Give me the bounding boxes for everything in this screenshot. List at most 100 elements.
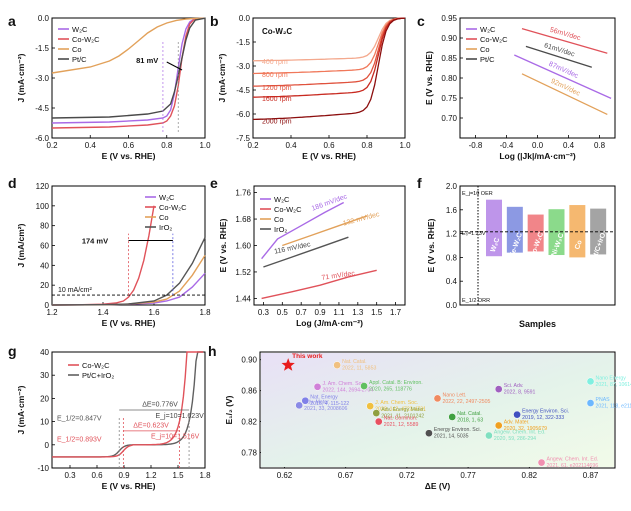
x-tick-label: 0.3: [64, 471, 76, 480]
y-tick-label: 0.85: [441, 54, 457, 63]
x-axis-label: E (V vs. RHE): [102, 481, 156, 491]
g-label: ΔE=0.776V: [142, 402, 178, 409]
range-bar: [590, 208, 607, 255]
rpm-curve: [252, 17, 406, 62]
y-tick-label: 20: [40, 394, 49, 403]
x-tick-label: 1.7: [390, 308, 402, 317]
point-label: 2020, 32, 1905679: [504, 426, 547, 432]
x-tick-label: 0.4: [563, 141, 575, 150]
legend-entry: Pt/C+IrO₂: [82, 371, 114, 380]
y-axis-label: J (mA·cm⁻²): [217, 53, 227, 102]
x-tick-label: 0.6: [323, 141, 335, 150]
point-label: Adv. Energy Mater.: [381, 407, 425, 413]
x-tick-label: 1.8: [199, 471, 211, 480]
point-label: J. Am. Chem. Soc.: [323, 381, 366, 387]
x-tick-label: 1.8: [199, 308, 211, 317]
point-label: 2021, 33, 2008606: [304, 406, 347, 412]
panel-letter: e: [210, 175, 218, 191]
this-work-star: [281, 358, 295, 371]
panel-letter: a: [8, 13, 16, 29]
series-line: [51, 17, 206, 129]
x-tick-label: 0.4: [285, 141, 297, 150]
x-tick-label: 0.72: [399, 471, 415, 480]
x-tick-label: 0.9: [315, 308, 327, 317]
plot-frame: [459, 185, 616, 306]
point-label: 2022, 8, 9591: [504, 390, 536, 396]
series-co-w2c: [52, 351, 204, 458]
point-label: PNAS: [596, 397, 611, 403]
x-tick-label: 1.0: [199, 141, 211, 150]
y-tick-label: -3.0: [35, 74, 49, 83]
point-label: Appl. Catal. B: Environ.: [369, 380, 423, 386]
point-label: Nano Lett.: [443, 392, 467, 398]
y-axis-label: E₁/₂ (V): [224, 395, 234, 424]
y-tick-label: 0.70: [441, 114, 457, 123]
annotation: E_1/2 ORR: [462, 298, 490, 304]
x-axis-label: E (V vs. RHE): [102, 151, 156, 161]
scatter-point: [425, 429, 433, 438]
tafel-line: [521, 73, 608, 115]
x-tick-label: 0.82: [522, 471, 538, 480]
point-label: Energy Environ. Sci.: [434, 427, 481, 433]
legend-entry: W₂C: [480, 25, 496, 34]
x-axis-label: Log (|Jk|/mA·cm⁻²): [499, 151, 575, 161]
annotation: E₀=1.23V: [462, 231, 486, 237]
scatter-point: [494, 385, 503, 393]
x-tick-label: 0.6: [123, 141, 135, 150]
range-bar: [527, 214, 544, 252]
y-tick-label: 30: [40, 371, 49, 380]
y-tick-label: -6.0: [236, 110, 250, 119]
reference-label: 10 mA/cm²: [58, 287, 93, 294]
rpm-label: 2000 rpm: [262, 118, 292, 125]
y-tick-label: 0.90: [441, 34, 457, 43]
annotation-81mv: 81 mV: [136, 56, 158, 65]
legend-entry: W₂C: [274, 195, 290, 204]
y-tick-label: 0.0: [239, 14, 251, 23]
series-line: [51, 237, 206, 306]
x-tick-label: 0.62: [277, 471, 293, 480]
series-line: [51, 17, 206, 119]
y-tick-label: 0.8: [446, 253, 458, 262]
y-tick-label: -3.0: [236, 62, 250, 71]
annotation: E_j=10 OER: [462, 191, 493, 197]
point-label: 2022, 22, 2497-2505: [443, 399, 491, 405]
y-tick-label: -10: [37, 464, 49, 473]
y-tick-label: 0.82: [241, 418, 257, 427]
slope-label: 71 mV/dec: [321, 270, 356, 282]
x-tick-label: 0.0: [532, 141, 544, 150]
g-label: E_j=10=1.516V: [151, 433, 200, 440]
y-tick-label: 1.76: [235, 189, 251, 198]
tafel-curve: [261, 201, 345, 260]
y-tick-label: 1.52: [235, 268, 251, 277]
y-tick-label: -1.5: [35, 44, 49, 53]
scatter-point: [513, 410, 521, 419]
legend-entry: Co-W₂C: [480, 35, 508, 44]
y-tick-label: 1.44: [235, 294, 251, 303]
chart-title: Co-W₂C: [262, 27, 292, 36]
point-label: 2020, 59, 286-294: [494, 436, 536, 442]
x-tick-label: 0.2: [247, 141, 259, 150]
y-tick-label: 1.6: [446, 206, 458, 215]
rpm-label: 800 rpm: [262, 72, 288, 79]
annotation-174mv: 174 mV: [82, 237, 108, 246]
panel-letter: b: [210, 13, 219, 29]
y-tick-label: 120: [36, 182, 50, 191]
x-axis-label: Log (J/mA·cm⁻²): [296, 318, 363, 328]
scatter-point: [586, 377, 595, 386]
series-line: [51, 17, 206, 74]
y-tick-label: -7.5: [236, 134, 250, 143]
y-tick-label: 0.0: [446, 301, 458, 310]
scatter-point: [372, 409, 381, 417]
y-tick-label: 100: [36, 202, 50, 211]
scatter-point: [374, 417, 383, 426]
y-tick-label: 10: [40, 418, 49, 427]
y-tick-label: 0: [45, 441, 50, 450]
y-tick-label: 0.75: [441, 94, 457, 103]
plot-frame: [51, 351, 206, 469]
x-tick-label: 0.6: [91, 471, 103, 480]
point-label: Adv. Mater.: [304, 399, 330, 405]
legend-entry: IrO₂: [159, 223, 172, 232]
y-tick-label: 0.4: [446, 277, 458, 286]
slope-label: 61mV/dec: [543, 42, 576, 58]
point-label: Nano Energy: [596, 375, 627, 381]
